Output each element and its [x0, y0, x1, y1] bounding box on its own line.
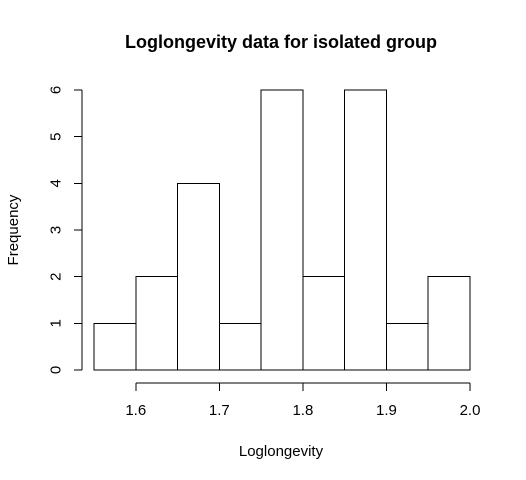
x-axis-label: Loglongevity	[239, 443, 324, 460]
x-tick-label: 1.9	[376, 402, 397, 419]
x-tick-label: 1.7	[209, 402, 230, 419]
histogram-bar	[135, 276, 179, 371]
y-tick-label: 6	[48, 86, 65, 94]
histogram-bar	[218, 322, 262, 371]
x-tick-label: 1.6	[125, 402, 146, 419]
histogram-bar	[93, 322, 137, 371]
histogram-bar	[427, 276, 471, 371]
y-axis-label: Frequency	[5, 194, 22, 265]
y-tick-label: 3	[48, 226, 65, 234]
histogram-bar	[177, 182, 220, 371]
chart-title: Loglongevity data for isolated group	[125, 32, 437, 52]
y-tick-label: 1	[48, 319, 65, 327]
x-axis: 1.6 1.7 1.8 1.9 2.0	[125, 382, 481, 419]
histogram-bar	[302, 276, 346, 371]
y-tick-label: 0	[48, 366, 65, 374]
y-axis: 0 1 2 3 4 5 6	[48, 86, 83, 374]
x-tick-label: 2.0	[460, 402, 481, 419]
bars-group	[93, 89, 471, 371]
y-tick-label: 5	[48, 132, 65, 140]
histogram-bar	[385, 322, 429, 371]
histogram-bar	[344, 89, 387, 371]
histogram-bar	[260, 89, 304, 371]
y-tick-label: 4	[48, 179, 65, 187]
y-tick-label: 2	[48, 272, 65, 280]
x-tick-label: 1.8	[292, 402, 313, 419]
